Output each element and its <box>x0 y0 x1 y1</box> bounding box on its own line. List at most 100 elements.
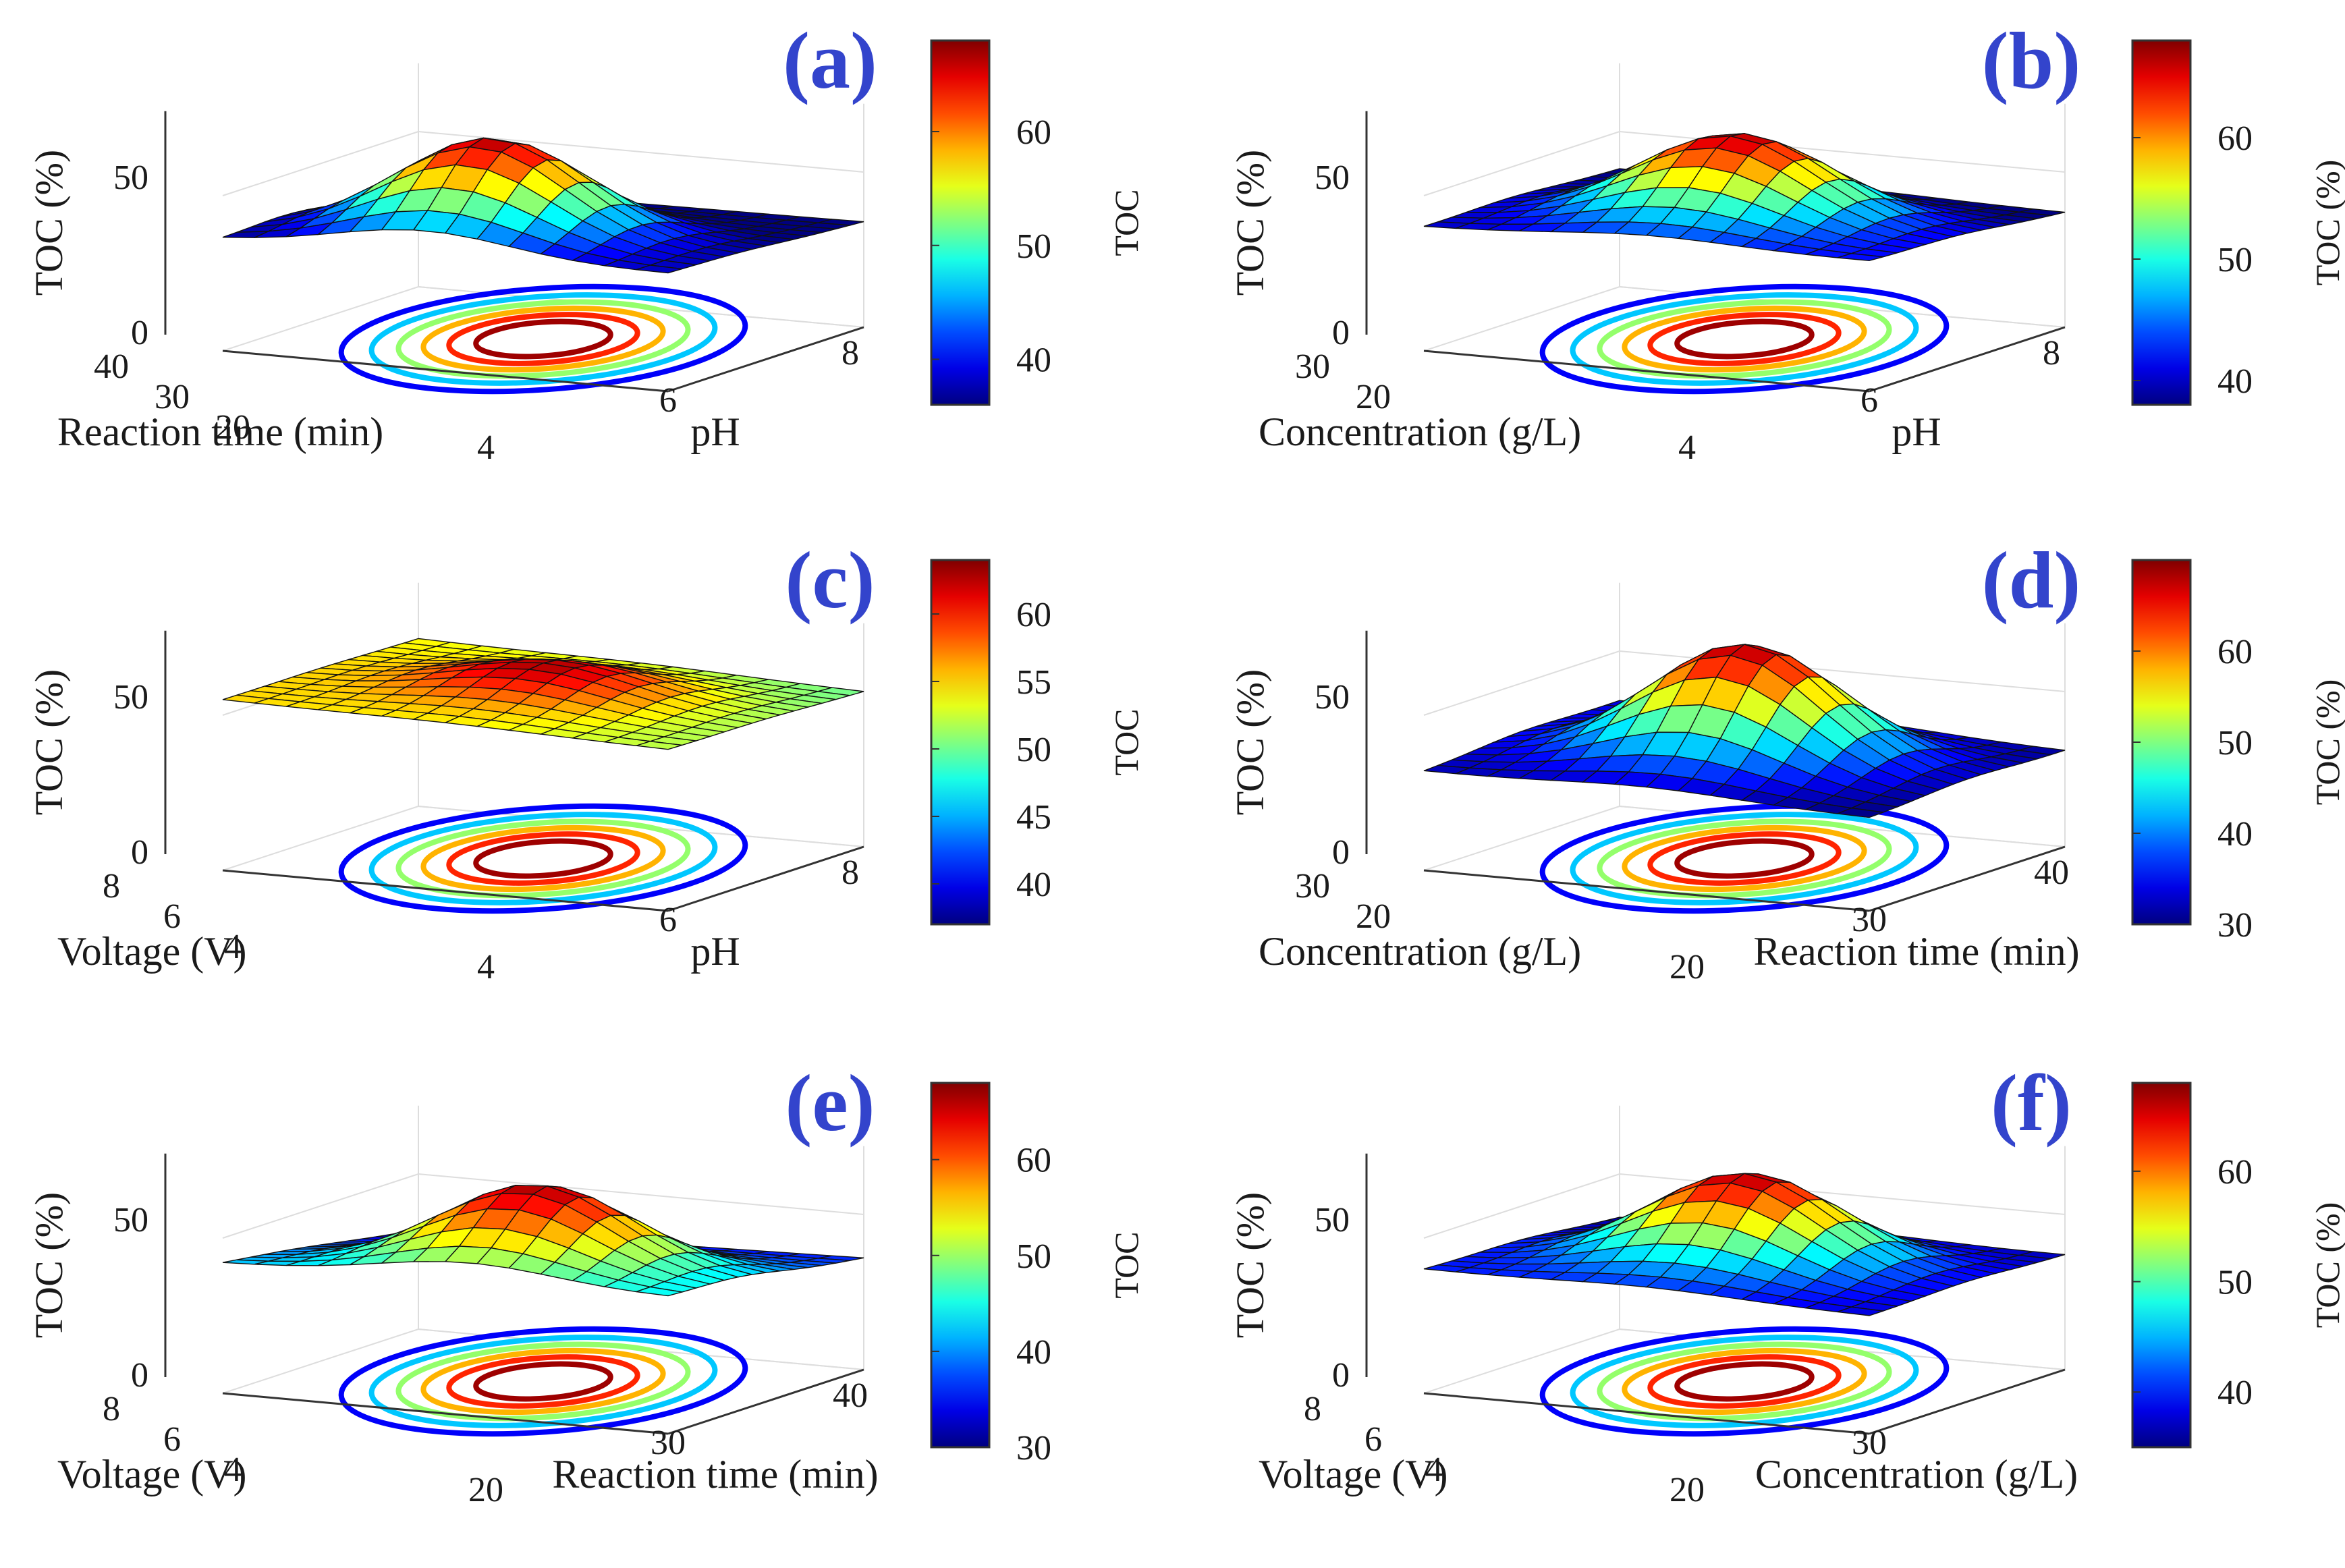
contour-ring <box>1647 831 1842 886</box>
grid-line <box>1423 285 2066 352</box>
panel-letter: (d) <box>1982 535 2081 625</box>
contour-ring <box>1622 824 1867 893</box>
colorbar-label: TOC <box>1107 1231 1145 1298</box>
contour-ring <box>1570 1335 1919 1428</box>
x-tick-label: 20 <box>215 408 250 447</box>
y-axis-line <box>667 1368 864 1435</box>
colorbar-tick-label: 60 <box>1016 113 1051 152</box>
y-tick-label: 20 <box>1670 1471 1705 1509</box>
y-tick-label: 4 <box>477 948 495 986</box>
contour-ring <box>473 318 613 360</box>
colorbar-label: TOC (%) <box>2309 160 2345 286</box>
y-axis-label: Reaction time (min) <box>1753 929 2079 974</box>
x-axis-label: Voltage (V) <box>57 1452 247 1496</box>
colorbar-tick-label: 40 <box>1016 341 1051 380</box>
colorbar-tick-label: 40 <box>1016 1333 1051 1372</box>
colorbar-tick-label: 55 <box>1016 663 1051 702</box>
contour-ring <box>420 1347 666 1416</box>
surface-mesh <box>222 1185 864 1297</box>
colorbar-tick-label: 50 <box>1016 731 1051 769</box>
z-tick-label: 0 <box>1332 833 1350 872</box>
y-axis-line <box>1869 1368 2066 1435</box>
surface-cell <box>636 741 682 750</box>
colorbar-label: TOC (%) <box>2309 679 2345 806</box>
grid-line <box>222 285 864 352</box>
contour-ring <box>368 1335 718 1428</box>
contour-ring <box>1539 283 1950 395</box>
y-axis-line <box>667 845 864 912</box>
x-tick-label: 6 <box>163 1420 181 1459</box>
colorbar-tick-label: 40 <box>2217 1374 2253 1412</box>
y-axis-label: pH <box>1892 410 1941 454</box>
colorbar-tick-label: 60 <box>2217 119 2253 158</box>
colorbar <box>2131 559 2192 926</box>
y-tick-label: 40 <box>833 1376 868 1415</box>
grid-line <box>1423 650 2066 716</box>
x-axis-line <box>222 1392 669 1435</box>
y-tick-label: 4 <box>477 428 495 467</box>
x-tick-label: 6 <box>1364 1420 1382 1459</box>
contour-ring <box>1570 292 1919 386</box>
surface-mesh <box>222 137 864 274</box>
colorbar-tick-label: 50 <box>1016 227 1051 266</box>
contour-ring <box>368 292 718 386</box>
contour-ring <box>338 1326 748 1437</box>
contour-ring <box>338 283 748 395</box>
colorbar-tick-label: 60 <box>1016 1142 1051 1180</box>
contour-ring <box>395 818 691 899</box>
x-tick-label: 30 <box>1295 347 1330 386</box>
contour-ring <box>420 305 666 373</box>
z-tick-label: 50 <box>1315 159 1350 197</box>
colorbar <box>2131 39 2192 406</box>
grid-line <box>1423 1173 2066 1239</box>
contour-ring <box>1622 305 1867 373</box>
contour-ring <box>368 812 718 905</box>
contour-ring <box>473 1361 613 1402</box>
y-axis-label: Reaction time (min) <box>552 1452 878 1496</box>
colorbar-tick-label: 30 <box>2217 906 2253 945</box>
x-axis-label: Concentration (g/L) <box>1259 929 1581 974</box>
contour-ring <box>1647 312 1842 366</box>
x-axis-label: Voltage (V) <box>57 929 247 974</box>
x-axis-line <box>1423 1392 1870 1435</box>
x-tick-label: 4 <box>224 1451 242 1489</box>
y-axis-line <box>1869 326 2066 393</box>
z-tick-label: 0 <box>1332 314 1350 352</box>
contour-ring <box>1539 1326 1950 1437</box>
panel-letter: (c) <box>785 535 875 625</box>
x-tick-label: 20 <box>1356 897 1391 936</box>
colorbar <box>930 1082 991 1449</box>
colorbar-tick-label: 50 <box>1016 1237 1051 1276</box>
grid-line <box>222 1328 864 1394</box>
z-axis-label: TOC (%) <box>27 669 71 815</box>
panel-letter: (b) <box>1982 16 2081 105</box>
surface-mesh <box>1423 644 2066 818</box>
x-axis-label: Voltage (V) <box>1259 1452 1448 1496</box>
x-tick-label: 30 <box>1295 867 1330 905</box>
colorbar-label: TOC (%) <box>2309 1202 2345 1328</box>
contour-ring <box>338 803 748 914</box>
colorbar-label: TOC <box>1107 708 1145 775</box>
contour-ring <box>446 831 640 886</box>
y-tick-label: 30 <box>651 1424 686 1462</box>
x-tick-label: 8 <box>103 1390 120 1428</box>
colorbar-tick-label: 50 <box>2217 241 2253 279</box>
colorbar <box>930 39 991 406</box>
x-tick-label: 30 <box>155 378 190 416</box>
z-tick-label: 0 <box>131 1356 148 1395</box>
contour-ring <box>1647 1354 1842 1409</box>
z-axis-label: TOC (%) <box>1228 1192 1272 1338</box>
colorbar-tick-label: 50 <box>2217 1264 2253 1302</box>
z-axis-label: TOC (%) <box>1228 150 1272 296</box>
z-tick-label: 0 <box>1332 1356 1350 1395</box>
x-axis-label: Reaction time (min) <box>57 410 383 454</box>
y-tick-label: 30 <box>1852 901 1887 939</box>
surface-mesh <box>222 638 864 750</box>
surface-cell <box>636 264 682 274</box>
contour-ring <box>1570 812 1919 905</box>
x-tick-label: 20 <box>1356 378 1391 416</box>
y-tick-label: 6 <box>1860 381 1878 420</box>
x-tick-label: 40 <box>94 347 129 386</box>
